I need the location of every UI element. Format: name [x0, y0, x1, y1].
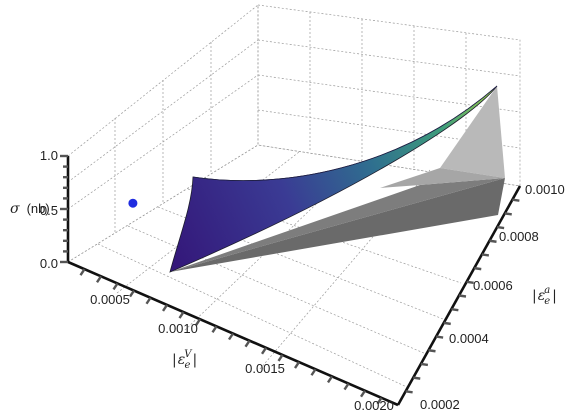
axis-tick	[474, 266, 482, 271]
data-marker	[128, 198, 138, 208]
x-axis-label: |εV e |	[172, 349, 197, 371]
x-tick-label: 0.0005	[90, 292, 130, 307]
z-tick-label: 0.0	[40, 256, 58, 271]
axis-tick	[162, 304, 168, 312]
axis-tick	[435, 335, 444, 339]
x-tick-label: 0.0015	[245, 361, 285, 376]
axis-tick	[428, 349, 436, 353]
y-tick-label: 0.0002	[420, 397, 460, 412]
axis-tick	[451, 307, 459, 312]
y-tick-label: 0.0006	[473, 278, 513, 293]
axis-tick	[481, 253, 490, 257]
axis-tick	[405, 390, 413, 394]
axis-tick	[458, 294, 467, 298]
axis-tick	[504, 212, 512, 216]
y-tick-label: 0.0004	[449, 331, 489, 346]
axis-tick	[244, 339, 251, 348]
axis-tick	[195, 318, 201, 326]
z-tick-label: 1.0	[40, 148, 58, 163]
axis-tick	[145, 297, 152, 305]
y-axis-label: |εa e |	[532, 285, 557, 307]
z-axis-label: σ (nb)	[10, 200, 50, 217]
axis-tick	[96, 275, 102, 283]
axis-tick	[512, 198, 520, 202]
axis-tick	[343, 382, 350, 391]
axis-tick	[79, 268, 86, 276]
axis-tick	[294, 361, 300, 369]
axis-tick	[112, 282, 119, 291]
surface	[169, 85, 498, 273]
surface-shadow	[170, 86, 505, 272]
axis-tick	[413, 376, 421, 380]
y-tick-label: 0.0010	[525, 182, 565, 197]
axis-tick	[261, 347, 267, 355]
axis-tick	[376, 397, 383, 405]
axis-tick	[489, 239, 497, 243]
axis-tick	[327, 375, 333, 384]
axis-tick	[277, 354, 284, 362]
ticks	[60, 154, 520, 405]
axis-tick	[228, 332, 234, 341]
axis-tick	[310, 368, 317, 376]
y-tick-label: 0.0008	[499, 229, 539, 244]
axis-tick	[360, 390, 366, 398]
axis-tick	[178, 311, 185, 319]
axis-tick	[443, 321, 451, 326]
markers	[128, 198, 138, 208]
axis-tick	[466, 280, 474, 285]
axis-tick	[496, 225, 505, 230]
axis-tick	[129, 289, 135, 298]
axis-tick	[211, 325, 218, 334]
z-tick-label: 0.5	[40, 203, 58, 218]
x-tick-label: 0.0020	[354, 398, 394, 413]
axis-tick	[420, 362, 429, 367]
x-tick-label: 0.0010	[158, 321, 198, 336]
